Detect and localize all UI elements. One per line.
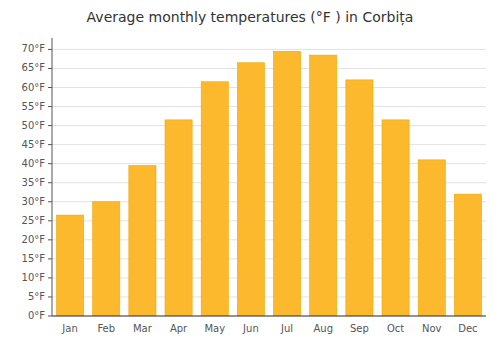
y-tick-label: 35°F bbox=[22, 177, 46, 188]
x-tick-label: Dec bbox=[458, 323, 477, 334]
y-tick bbox=[48, 182, 52, 183]
bar bbox=[346, 80, 373, 316]
y-tick bbox=[48, 87, 52, 88]
y-tick bbox=[48, 277, 52, 278]
x-tick-label: Oct bbox=[387, 323, 404, 334]
x-axis-line bbox=[52, 316, 486, 317]
y-tick bbox=[48, 201, 52, 202]
y-tick bbox=[48, 258, 52, 259]
bar bbox=[274, 51, 301, 316]
y-tick bbox=[48, 106, 52, 107]
y-tick-label: 50°F bbox=[22, 120, 46, 131]
y-tick-label: 65°F bbox=[22, 62, 46, 73]
y-tick bbox=[48, 220, 52, 221]
bar bbox=[129, 166, 156, 316]
y-tick bbox=[48, 316, 52, 317]
x-tick-label: Apr bbox=[170, 323, 188, 334]
bar bbox=[418, 160, 445, 316]
x-tick-label: Mar bbox=[133, 323, 153, 334]
y-axis: 0°F 5°F 10°F 15°F 20°F 25°F 30°F 35°F 40°F 45°F 50… bbox=[22, 38, 52, 321]
bar bbox=[57, 215, 84, 316]
grid-line bbox=[52, 106, 486, 107]
x-tick-label: Jul bbox=[280, 323, 293, 334]
y-tick bbox=[48, 239, 52, 240]
y-axis-line bbox=[52, 38, 53, 316]
y-tick-label: 60°F bbox=[22, 82, 46, 93]
x-tick-label: Jan bbox=[61, 323, 77, 334]
bar bbox=[382, 120, 409, 316]
grid-line bbox=[52, 316, 486, 317]
grid bbox=[52, 49, 486, 316]
x-tick-label: Nov bbox=[422, 323, 442, 334]
y-tick-label: 5°F bbox=[28, 291, 45, 302]
bar bbox=[454, 194, 481, 316]
grid-line bbox=[52, 125, 486, 126]
chart: 0°F 5°F 10°F 15°F 20°F 25°F 30°F 35°F 40°F 45°F 50… bbox=[0, 0, 500, 350]
bar bbox=[93, 202, 120, 316]
y-tick-label: 45°F bbox=[22, 139, 46, 150]
y-tick-label: 15°F bbox=[22, 253, 46, 264]
x-tick-label: Aug bbox=[313, 323, 333, 334]
x-tick-label: Feb bbox=[97, 323, 115, 334]
bar bbox=[310, 55, 337, 316]
grid-line bbox=[52, 68, 486, 69]
grid-line bbox=[52, 144, 486, 145]
y-tick bbox=[48, 296, 52, 297]
y-tick-label: 0°F bbox=[28, 310, 45, 321]
x-tick-label: Jun bbox=[242, 323, 259, 334]
y-tick-label: 10°F bbox=[22, 272, 46, 283]
y-tick bbox=[48, 125, 52, 126]
grid-line bbox=[52, 87, 486, 88]
y-tick-label: 20°F bbox=[22, 234, 46, 245]
x-tick-label: Sep bbox=[350, 323, 369, 334]
y-tick-label: 70°F bbox=[22, 43, 46, 54]
y-tick bbox=[48, 144, 52, 145]
x-tick-label: May bbox=[204, 323, 225, 334]
bar bbox=[237, 63, 264, 316]
bar bbox=[165, 120, 192, 316]
bars bbox=[57, 51, 482, 316]
y-tick-label: 40°F bbox=[22, 158, 46, 169]
y-tick bbox=[48, 68, 52, 69]
title: Average monthly temperatures (°F ) in Co… bbox=[87, 9, 414, 26]
y-tick-label: 30°F bbox=[22, 196, 46, 207]
y-tick-label: 25°F bbox=[22, 215, 46, 226]
bar bbox=[201, 82, 228, 316]
y-tick bbox=[48, 49, 52, 50]
grid-line bbox=[52, 49, 486, 50]
y-tick-label: 55°F bbox=[22, 101, 46, 112]
x-axis: Jan Feb Mar Apr May Jun Jul Aug Sep Oct Nov Dec bbox=[52, 316, 486, 334]
y-tick bbox=[48, 163, 52, 164]
